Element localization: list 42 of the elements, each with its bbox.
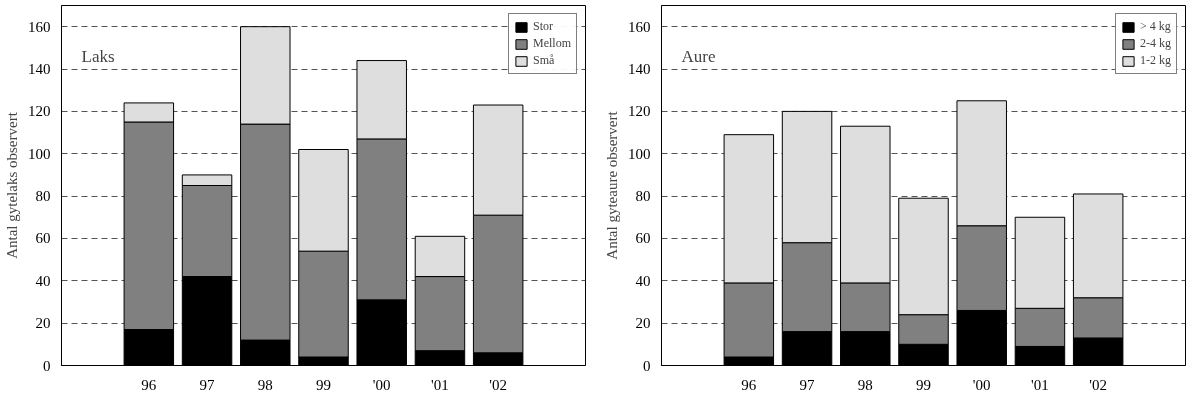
y-tick-label: 20: [635, 315, 651, 332]
x-tick-label: '00: [972, 376, 991, 393]
y-tick-label: 20: [35, 315, 51, 332]
annotation: Aure: [681, 46, 716, 66]
x-tick-label: '00: [372, 376, 391, 393]
x-tick-label: '01: [431, 376, 449, 393]
x-tick-label: '02: [489, 376, 508, 393]
y-tick-label: 140: [28, 61, 51, 78]
x-tick-label: '02: [1089, 376, 1108, 393]
y-tick-label: 140: [628, 61, 651, 78]
legend-label: Små: [533, 53, 555, 68]
y-axis-title: Antal gyteaure observert: [604, 110, 620, 260]
x-tick-label: 97: [799, 376, 816, 393]
x-tick-label: 96: [141, 376, 157, 393]
y-tick-label: 40: [35, 272, 51, 289]
legend-label: Mellom: [533, 36, 571, 51]
annotation: Laks: [81, 46, 115, 66]
y-tick-label: 100: [628, 145, 651, 162]
x-tick-label: 99: [916, 376, 931, 393]
x-tick-label: '01: [1031, 376, 1049, 393]
legend-label: > 4 kg: [1140, 19, 1171, 34]
y-tick-label: 60: [635, 230, 651, 247]
y-tick-label: 160: [628, 18, 651, 35]
y-tick-label: 120: [28, 103, 51, 120]
x-tick-label: 97: [199, 376, 216, 393]
x-tick-label: 96: [741, 376, 757, 393]
x-tick-label: 98: [257, 376, 273, 393]
y-tick-label: 80: [35, 188, 51, 205]
y-tick-label: 160: [28, 18, 51, 35]
y-axis-title: Antal gytelaks observert: [4, 111, 20, 259]
y-tick-label: 40: [635, 272, 651, 289]
x-tick-label: 99: [316, 376, 331, 393]
y-tick-label: 120: [628, 103, 651, 120]
y-tick-label: 0: [43, 357, 51, 374]
legend-label: Stor: [533, 19, 554, 34]
y-tick-label: 80: [635, 188, 651, 205]
legend-label: 1-2 kg: [1140, 53, 1171, 68]
y-tick-label: 60: [35, 230, 51, 247]
legend-label: 2-4 kg: [1140, 36, 1171, 51]
y-tick-label: 0: [643, 357, 651, 374]
y-tick-label: 100: [28, 145, 51, 162]
x-tick-label: 98: [857, 376, 873, 393]
